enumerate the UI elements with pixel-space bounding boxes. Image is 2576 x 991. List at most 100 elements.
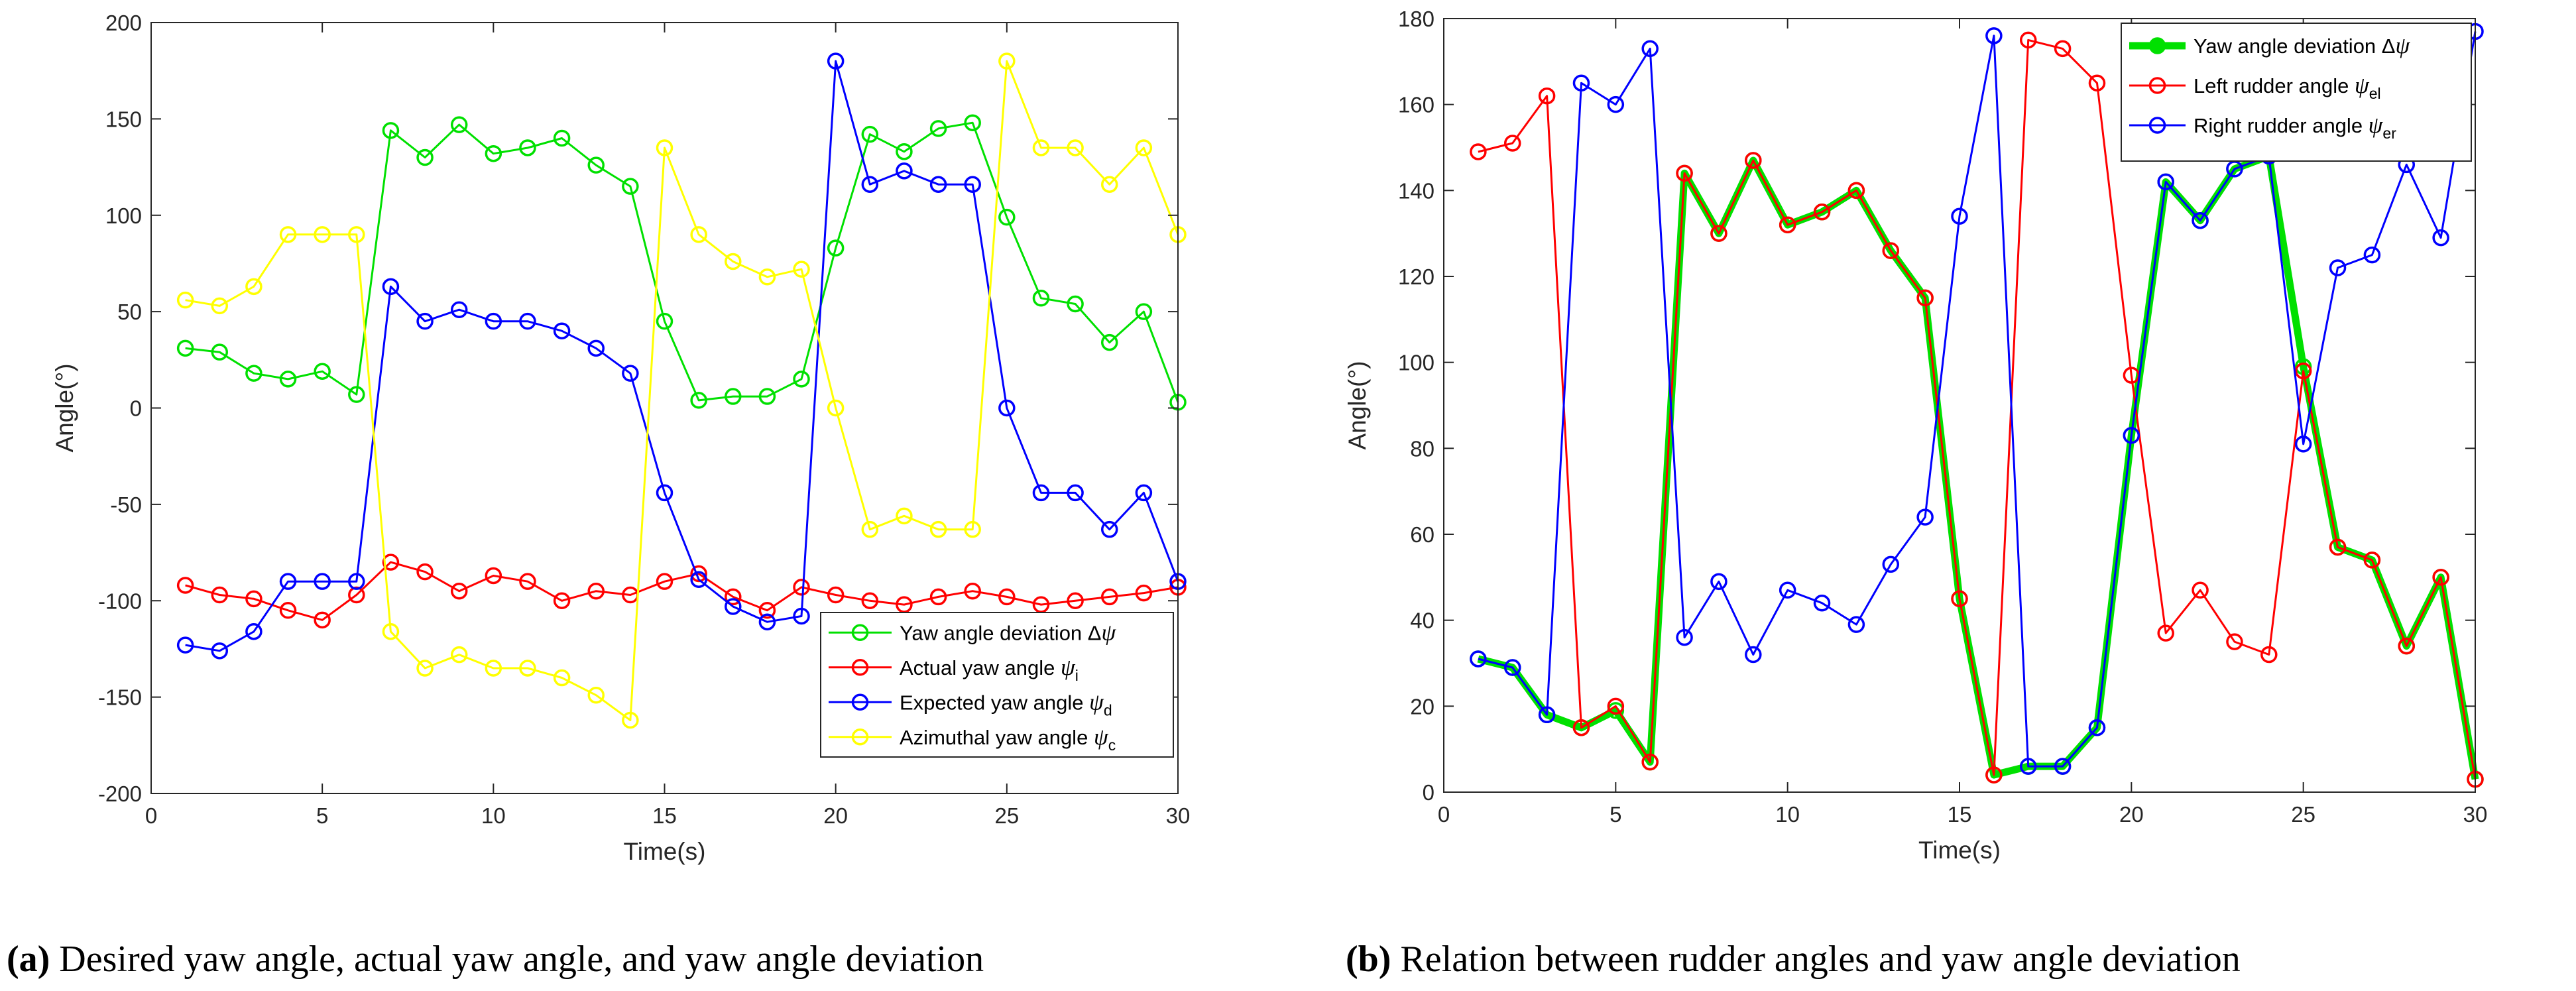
panel-b-x-tick-label: 5 <box>1610 802 1621 827</box>
panel-a-series-1-point <box>690 392 707 409</box>
panel-a-y-tick-label: -200 <box>98 782 142 806</box>
panel-a-series-2-point <box>793 579 810 596</box>
panel-a-series-2-point <box>279 602 297 619</box>
panel-a-series-2-point <box>998 588 1016 606</box>
panel-a-legend-item: Expected yaw angle ψd <box>829 689 1112 719</box>
panel-a-series-1-point <box>622 178 639 195</box>
panel-b-series-3-point <box>2329 259 2347 276</box>
panel-b-legend-label-text: Left rudder angle <box>2194 74 2355 97</box>
panel-a-series-4-point <box>656 139 673 156</box>
panel-a-series-3-point <box>348 573 365 590</box>
panel-b-series-3-point <box>2192 211 2209 229</box>
panel-a-series-1-point <box>211 343 229 361</box>
panel-b-series-2-point <box>1641 753 1659 771</box>
panel-b-series-2-point <box>1710 225 1727 242</box>
panel-a-series-1-point <box>1067 295 1084 313</box>
panel-a-series-2-point <box>450 582 468 600</box>
panel-a-series-1-point <box>861 125 879 143</box>
panel-b-series-2-point <box>2260 646 2278 664</box>
panel-a-series-1-point <box>176 339 194 357</box>
panel-b-series-2-point <box>1607 697 1625 715</box>
panel-a-y-tick-label: -100 <box>98 589 142 613</box>
panel-a-caption-text: Desired yaw angle, actual yaw angle, and… <box>50 939 984 980</box>
panel-b-chart: 0 5 10 15 20 25 30 0 20 40 60 80 100 120 140 160 180 Tim… <box>1344 7 2487 980</box>
panel-b-series-3-point <box>2157 173 2174 191</box>
panel-a-series-2-point <box>587 582 605 600</box>
panel-b-series-3-point <box>2123 427 2140 444</box>
panel-a-legend-label-text: Expected yaw angle <box>900 691 1089 714</box>
panel-a-series-4-point <box>519 660 536 677</box>
panel-b-legend-label: Left rudder angle ψel <box>2194 72 2381 102</box>
panel-b-series-3-point <box>1779 581 1796 599</box>
panel-a-series-2-point <box>690 565 707 583</box>
panel-a-legend-label-text: Azimuthal yaw angle <box>900 726 1094 749</box>
panel-a-series-2-line <box>185 561 1179 621</box>
panel-a-series-1-point <box>279 371 297 388</box>
panel-b-y-tick-label: 60 <box>1410 522 1434 547</box>
panel-b-y-tick-label: 140 <box>1398 178 1434 203</box>
panel-a-y-tick-label: 0 <box>130 396 142 421</box>
panel-a-series-1-point <box>382 122 400 139</box>
panel-a-series-1-point <box>793 371 810 388</box>
panel-b-series-3-point <box>1641 40 1659 58</box>
panel-a-y-axis-label: Angle(°) <box>51 363 78 452</box>
panel-a-series-3-point <box>211 642 229 660</box>
panel-a-series-4-point <box>1032 139 1050 156</box>
panel-b-y-axis-label: Angle(°) <box>1344 361 1371 449</box>
panel-b-series-3-point <box>1985 27 2003 44</box>
panel-b-legend-swatch-marker <box>2148 37 2166 54</box>
panel-a-legend-subscript: d <box>1104 701 1112 719</box>
panel-a-legend-symbol: ψ <box>1089 689 1104 715</box>
panel-a-series-3-point <box>416 312 434 330</box>
panel-a-legend-item: Azimuthal yaw angle ψc <box>829 724 1116 754</box>
panel-a-series-1-point <box>827 239 845 257</box>
panel-a-x-tick-label: 15 <box>652 803 677 828</box>
panel-b-series-3-point <box>1676 628 1693 646</box>
panel-a-series-4-point <box>793 261 810 278</box>
panel-b-series-2-line <box>1478 38 2477 780</box>
panel-b-series-3-point <box>1916 508 1934 526</box>
panel-b-legend-symbol: ψ <box>2369 112 2384 138</box>
panel-a-series-3-point <box>896 162 913 180</box>
panel-b-series-2-point <box>1985 766 2003 784</box>
panel-a-series-4-point <box>1100 176 1118 193</box>
panel-b-series-2-point <box>1779 216 1796 233</box>
panel-a-series-4-point <box>1067 139 1084 156</box>
panel-a-y-tick-label: -150 <box>98 685 142 710</box>
panel-a-legend-swatch-marker <box>851 659 869 676</box>
panel-b-y-tick-label: 20 <box>1410 694 1434 719</box>
panel-a-series-1-point <box>929 120 947 137</box>
panel-b-series-2-point <box>2088 74 2106 91</box>
panel-a-series-4-point <box>314 226 331 243</box>
panel-b-series-3-line <box>1478 31 2477 768</box>
panel-b-series-2-point <box>2019 31 2037 49</box>
panel-a-series-3-point <box>245 623 263 640</box>
panel-a-series-3-point <box>725 598 742 615</box>
panel-a-series-3-point <box>1067 484 1084 502</box>
panel-b-legend-item: Yaw angle deviation Δψ <box>2129 32 2411 58</box>
panel-b-series-2-point <box>2432 569 2449 586</box>
panel-b-series-3-point <box>1572 74 1590 91</box>
panel-b-y-tick-label: 100 <box>1398 351 1434 375</box>
panel-a-series-3-point <box>485 312 502 330</box>
panel-b-series-3-point <box>1882 555 1900 573</box>
panel-b-x-tick-label: 25 <box>2291 802 2315 827</box>
panel-b-x-tick-label: 15 <box>1948 802 1972 827</box>
panel-a-series-2-point <box>1067 592 1084 609</box>
panel-b-series-3-point <box>1538 706 1556 724</box>
panel-b-legend-label: Right rudder angle ψer <box>2194 112 2396 142</box>
panel-a-series-4 <box>176 52 1187 729</box>
panel-a-series-4-point <box>690 226 707 243</box>
panel-a-series-1-point <box>485 145 502 162</box>
panel-a-series-4-point <box>416 660 434 677</box>
panel-a-series-1-point <box>348 386 365 403</box>
panel-a-series-2-point <box>211 586 229 604</box>
panel-a-series-3-point <box>827 52 845 70</box>
panel-a-series-3-point <box>1032 484 1050 502</box>
panel-a-series-3-point <box>176 636 194 654</box>
panel-b-series-2-point <box>1882 242 1900 259</box>
panel-a-legend-item: Actual yaw angle ψi <box>829 654 1079 684</box>
panel-b-y-tick-label: 160 <box>1398 93 1434 117</box>
